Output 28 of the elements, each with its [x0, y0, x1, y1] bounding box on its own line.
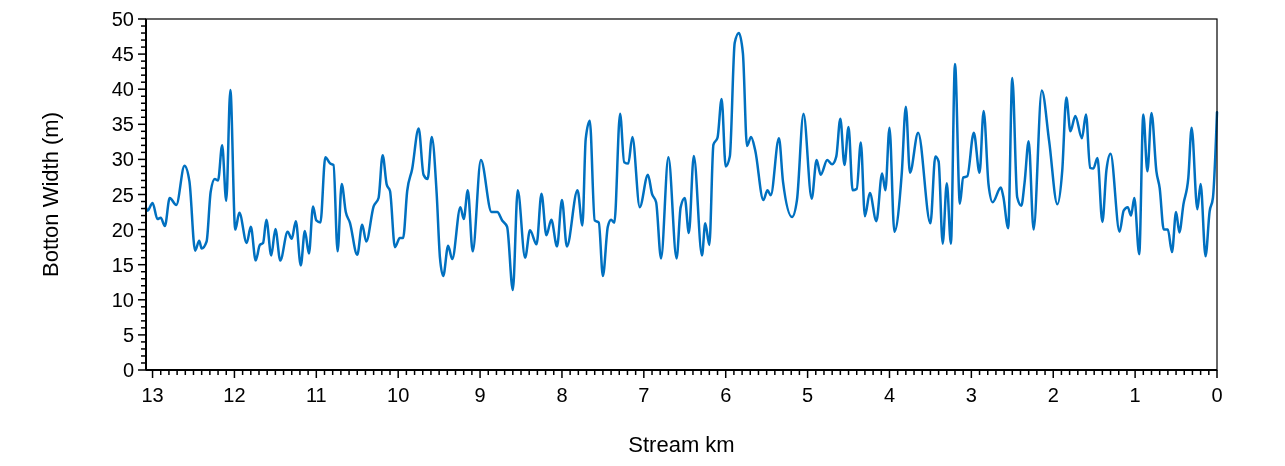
x-tick-label: 0 — [1211, 384, 1223, 406]
line-series — [144, 31, 1219, 292]
y-tick-label: 10 — [111, 288, 134, 311]
y-tick-label: 40 — [111, 78, 134, 101]
x-tick-label: 10 — [387, 384, 410, 406]
x-tick-label: 4 — [883, 384, 896, 406]
x-tick-label: 5 — [802, 384, 814, 406]
x-tick-label: 12 — [223, 384, 246, 406]
y-tick-label: 45 — [111, 43, 134, 66]
y-tick-label: 5 — [122, 323, 134, 346]
y-tick-label: 50 — [111, 8, 134, 30]
y-tick-label: 30 — [111, 148, 134, 171]
x-tick-label: 11 — [305, 384, 327, 406]
x-tick-label: 2 — [1047, 384, 1059, 406]
y-tick-label: 20 — [111, 218, 134, 241]
y-tick-label: 25 — [111, 183, 134, 206]
x-tick-label: 1 — [1129, 384, 1141, 406]
x-tick-label: 6 — [720, 384, 732, 406]
x-tick-label: 13 — [141, 384, 164, 406]
y-tick-label: 35 — [111, 113, 134, 136]
y-tick-label: 0 — [122, 359, 134, 381]
x-tick-label: 9 — [474, 384, 486, 406]
x-tick-label: 3 — [965, 384, 977, 406]
y-tick-label: 15 — [111, 253, 134, 276]
x-tick-label: 8 — [556, 384, 568, 406]
y-axis-title: Botton Width (m) — [38, 111, 63, 278]
x-axis-title: Stream km — [628, 432, 735, 457]
x-tick-label: 7 — [638, 384, 650, 406]
